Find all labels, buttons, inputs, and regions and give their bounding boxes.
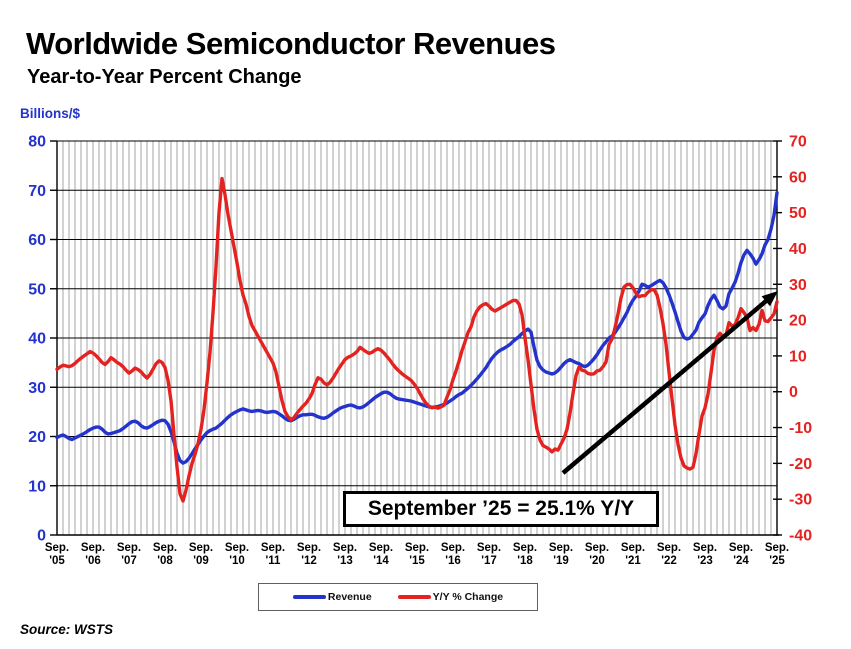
annotation-box: September ’25 = 25.1% Y/Y (343, 491, 659, 527)
right-axis-tick-label: -10 (789, 420, 812, 437)
x-axis-year-label: '05 (49, 555, 65, 567)
left-axis-tick-label: 30 (28, 380, 46, 397)
x-axis-year-label: '14 (373, 555, 389, 567)
x-axis-month-label: Sep. (549, 542, 573, 554)
x-axis-month-label: Sep. (621, 542, 645, 554)
right-axis-tick-label: 60 (789, 169, 807, 186)
x-axis-year-label: '08 (157, 555, 173, 567)
x-axis-year-label: '16 (445, 555, 461, 567)
right-axis-tick-label: 20 (789, 313, 807, 330)
x-axis-year-label: '23 (697, 555, 713, 567)
x-axis-month-label: Sep. (117, 542, 141, 554)
x-axis-year-label: '20 (589, 555, 605, 567)
legend-label-yoy: Y/Y % Change (432, 591, 504, 603)
x-axis-year-label: '15 (409, 555, 425, 567)
source-label: Source: WSTS (20, 622, 114, 637)
x-axis-year-label: '22 (661, 555, 677, 567)
right-axis-tick-label: 30 (789, 277, 807, 294)
x-axis-year-label: '09 (193, 555, 209, 567)
left-axis-tick-label: 50 (28, 281, 46, 298)
left-axis-tick-label: 0 (37, 528, 46, 545)
left-axis-tick-label: 70 (28, 183, 46, 200)
x-axis-year-label: '07 (121, 555, 137, 567)
left-axis-tick-label: 10 (28, 478, 46, 495)
x-axis-month-label: Sep. (369, 542, 393, 554)
x-axis-month-label: Sep. (225, 542, 249, 554)
legend: Revenue Y/Y % Change (258, 583, 538, 611)
x-axis-month-label: Sep. (765, 542, 789, 554)
x-axis-month-label: Sep. (513, 542, 537, 554)
legend-item-yoy: Y/Y % Change (397, 591, 504, 603)
page-subtitle: Year-to-Year Percent Change (27, 66, 302, 88)
right-axis-tick-label: -20 (789, 456, 812, 473)
x-axis-month-label: Sep. (153, 542, 177, 554)
right-axis-tick-label: -40 (789, 528, 812, 545)
x-axis-year-label: '25 (769, 555, 785, 567)
left-axis-tick-label: 20 (28, 429, 46, 446)
annotation-text: September ’25 = 25.1% Y/Y (367, 497, 635, 520)
x-axis-year-label: '18 (517, 555, 533, 567)
x-axis-year-label: '06 (85, 555, 101, 567)
annotation-arrow-head-icon (761, 291, 778, 307)
x-axis-month-label: Sep. (657, 542, 681, 554)
x-axis-month-label: Sep. (189, 542, 213, 554)
x-axis-year-label: '21 (625, 555, 641, 567)
x-axis-month-label: Sep. (333, 542, 357, 554)
right-axis-tick-label: 70 (789, 134, 807, 151)
right-axis-tick-label: 40 (789, 241, 807, 258)
x-axis-month-label: Sep. (729, 542, 753, 554)
revenue-line-swatch (292, 595, 326, 599)
x-axis-month-label: Sep. (405, 542, 429, 554)
x-axis-month-label: Sep. (261, 542, 285, 554)
left-axis-title: Billions/$ (20, 106, 81, 121)
x-axis-year-label: '24 (733, 555, 749, 567)
x-axis-month-label: Sep. (81, 542, 105, 554)
right-axis-tick-label: 0 (789, 384, 798, 401)
right-axis-tick-label: 10 (789, 348, 807, 365)
right-axis-tick-label: 50 (789, 205, 807, 222)
legend-item-revenue: Revenue (292, 591, 372, 603)
x-axis-month-label: Sep. (297, 542, 321, 554)
x-axis-month-label: Sep. (585, 542, 609, 554)
yoy-line-swatch (397, 595, 431, 599)
x-axis-year-label: '11 (266, 555, 281, 567)
left-axis-tick-label: 40 (28, 331, 46, 348)
x-axis-year-label: '13 (337, 555, 353, 567)
x-axis-year-label: '19 (553, 555, 569, 567)
right-axis-tick-label: -30 (789, 492, 812, 509)
left-axis-tick-label: 60 (28, 232, 46, 249)
yoy-percent-line-series (55, 176, 779, 503)
page-title: Worldwide Semiconductor Revenues (26, 26, 556, 61)
annotation-arrow-shaft (561, 299, 768, 475)
x-axis-year-label: '10 (229, 555, 245, 567)
x-axis-month-label: Sep. (441, 542, 465, 554)
x-axis-month-label: Sep. (693, 542, 717, 554)
legend-label-revenue: Revenue (327, 591, 372, 603)
left-axis-tick-label: 80 (28, 134, 46, 151)
x-axis-year-label: '12 (301, 555, 317, 567)
x-axis-month-label: Sep. (477, 542, 501, 554)
x-axis-month-label: Sep. (45, 542, 69, 554)
x-axis-year-label: '17 (481, 555, 497, 567)
